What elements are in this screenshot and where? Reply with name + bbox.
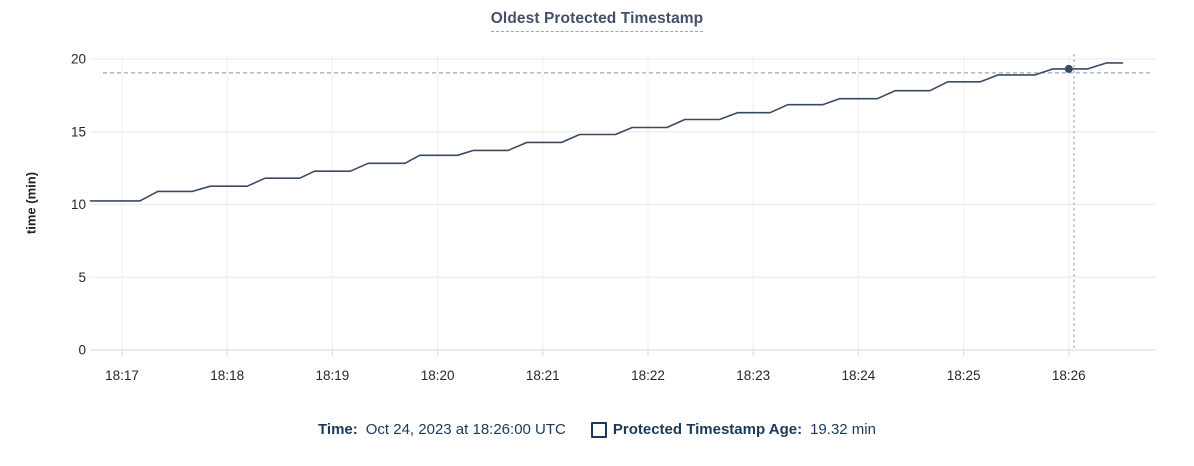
y-tick-label: 10: [71, 197, 86, 212]
x-tick-label: 18:21: [526, 368, 560, 383]
line-chart[interactable]: 18:17 18:18 18:19 18:20 18:21 18:22 18:23 18:24…: [0, 0, 1194, 400]
x-tick-label: 18:22: [631, 368, 665, 383]
x-tick-label: 18:23: [736, 368, 770, 383]
x-tick-label: 18:17: [105, 368, 139, 383]
chart-title[interactable]: Oldest Protected Timestamp: [490, 10, 704, 32]
y-tick-label: 15: [71, 124, 86, 139]
series-value: 19.32 min: [810, 421, 876, 438]
series-checkbox-icon[interactable]: [590, 421, 607, 438]
x-tick-label: 18:26: [1052, 368, 1086, 383]
x-tick-label: 18:20: [421, 368, 455, 383]
chart-title-row: Oldest Protected Timestamp: [0, 10, 1194, 32]
x-tick-label: 18:24: [842, 368, 876, 383]
y-tick-label: 0: [78, 343, 86, 358]
x-tick-label: 18:18: [210, 368, 244, 383]
series-label: Protected Timestamp Age:: [612, 421, 803, 438]
x-tick-label: 18:19: [316, 368, 350, 383]
y-tick-label: 5: [78, 270, 86, 285]
time-label: Time:: [318, 421, 358, 438]
x-tick-label: 18:25: [947, 368, 981, 383]
hover-point-dot: [1064, 64, 1073, 73]
time-value: Oct 24, 2023 at 18:26:00 UTC: [365, 421, 566, 438]
series-line: [89, 62, 1124, 202]
y-tick-label: 20: [71, 52, 86, 67]
hover-legend: Time: Oct 24, 2023 at 18:26:00 UTC Prote…: [0, 421, 1194, 438]
